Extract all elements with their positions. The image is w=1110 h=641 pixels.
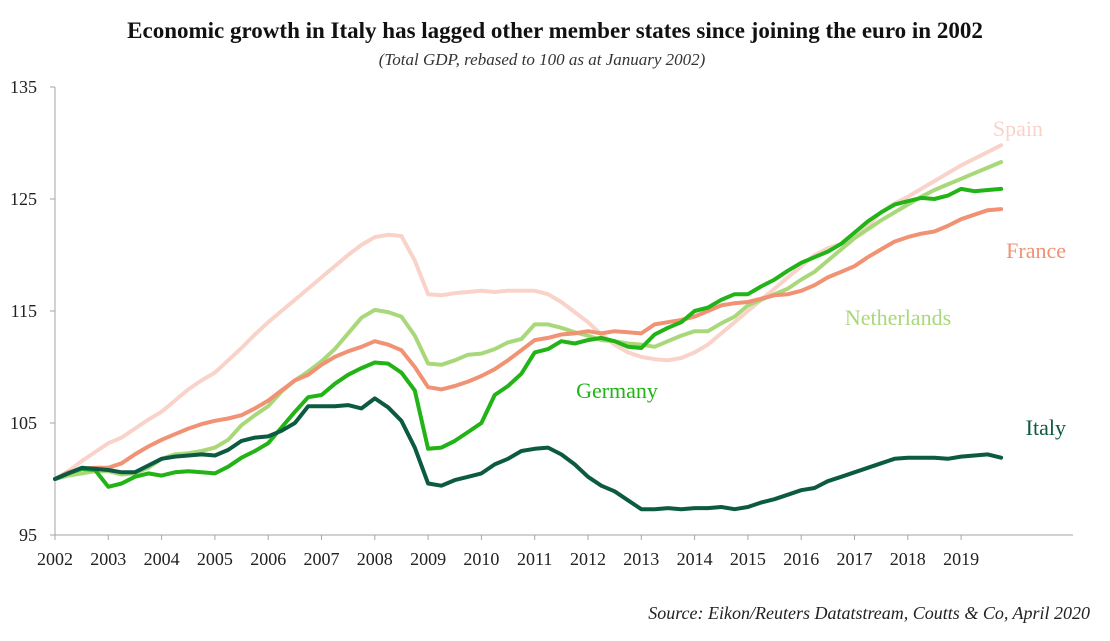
x-tick-label: 2014 <box>677 549 713 569</box>
series-label-netherlands: Netherlands <box>845 305 951 330</box>
y-tick-label: 115 <box>11 301 37 321</box>
x-tick-label: 2005 <box>197 549 233 569</box>
x-tick-label: 2007 <box>304 549 340 569</box>
x-tick-label: 2008 <box>357 549 393 569</box>
series-label-germany: Germany <box>576 378 658 403</box>
series-label-spain: Spain <box>993 116 1043 141</box>
x-tick-label: 2010 <box>463 549 499 569</box>
series-label-france: France <box>1006 238 1066 263</box>
x-tick-label: 2019 <box>943 549 979 569</box>
x-tick-label: 2016 <box>783 549 819 569</box>
x-tick-label: 2013 <box>623 549 659 569</box>
source-note: Source: Eikon/Reuters Datatstream, Coutt… <box>648 603 1090 623</box>
y-tick-label: 135 <box>10 77 37 97</box>
x-tick-label: 2009 <box>410 549 446 569</box>
x-tick-label: 2003 <box>90 549 126 569</box>
chart-subtitle: (Total GDP, rebased to 100 as at January… <box>378 50 706 69</box>
x-tick-label: 2006 <box>250 549 286 569</box>
series-line-germany <box>53 186 1004 489</box>
x-tick-label: 2011 <box>517 549 552 569</box>
series-line-netherlands <box>53 160 1004 481</box>
x-tick-label: 2018 <box>890 549 926 569</box>
y-tick-label: 125 <box>10 189 37 209</box>
series-label-italy: Italy <box>1026 415 1066 440</box>
series-line-france <box>53 207 1004 481</box>
y-tick-label: 105 <box>10 413 37 433</box>
x-tick-label: 2017 <box>837 549 873 569</box>
x-tick-label: 2004 <box>144 549 180 569</box>
x-tick-label: 2012 <box>570 549 606 569</box>
x-tick-label: 2015 <box>730 549 766 569</box>
series-line-italy <box>53 396 1004 512</box>
chart-title: Economic growth in Italy has lagged othe… <box>127 18 983 43</box>
x-tick-label: 2002 <box>37 549 73 569</box>
y-tick-label: 95 <box>19 525 37 545</box>
